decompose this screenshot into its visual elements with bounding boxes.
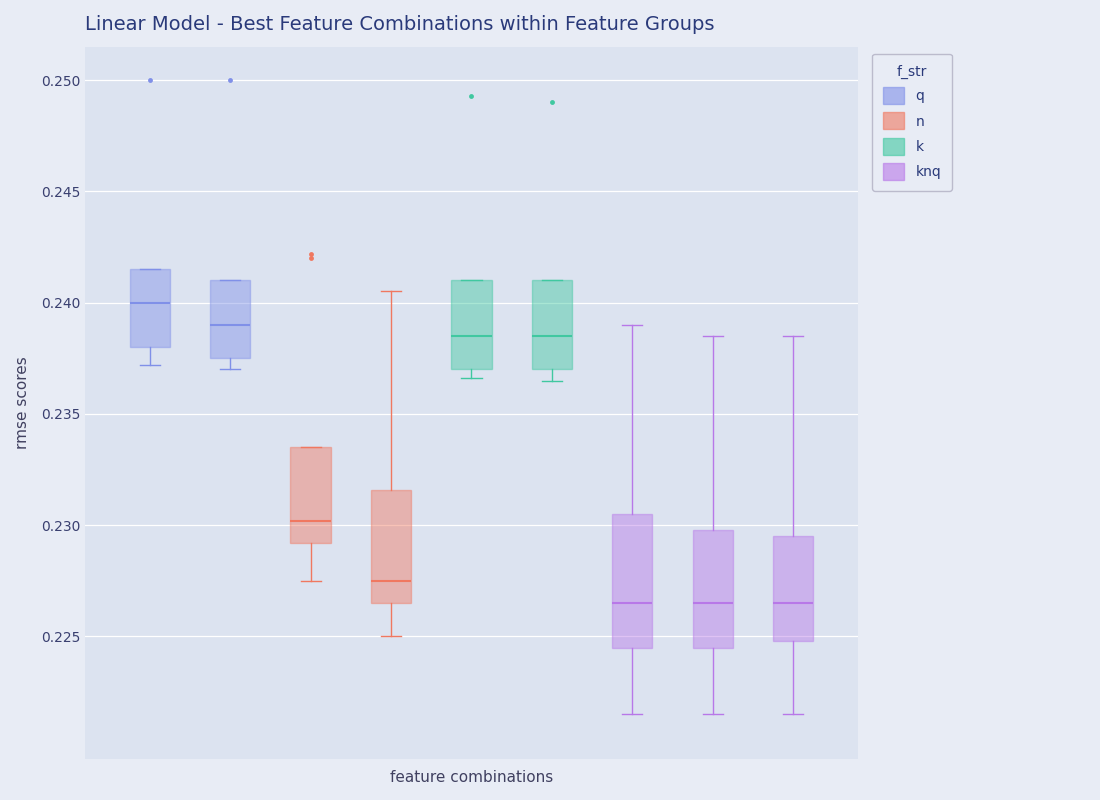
Bar [693,530,733,648]
Bar [130,270,169,347]
Bar [290,447,331,543]
Y-axis label: rmse scores: rmse scores [15,357,30,449]
Bar [531,280,572,370]
Bar [371,490,411,603]
Bar [451,280,492,370]
Bar [613,514,652,648]
Legend: q, n, k, knq: q, n, k, knq [872,54,953,191]
Bar [210,280,251,358]
Text: Linear Model - Best Feature Combinations within Feature Groups: Linear Model - Best Feature Combinations… [86,15,715,34]
Bar [773,536,813,641]
X-axis label: feature combinations: feature combinations [389,770,553,785]
